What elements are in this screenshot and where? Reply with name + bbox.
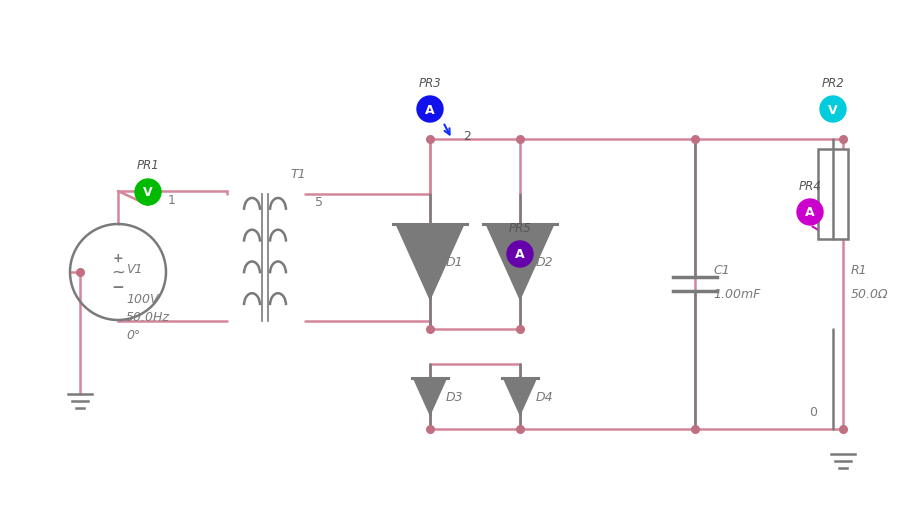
Text: D4: D4 [536, 390, 554, 403]
Text: PR1: PR1 [137, 159, 160, 172]
Text: D1: D1 [446, 256, 464, 268]
Polygon shape [396, 224, 464, 300]
Circle shape [820, 97, 846, 123]
Text: A: A [425, 103, 435, 116]
Text: 0: 0 [809, 405, 817, 418]
Text: 1.00mF: 1.00mF [713, 288, 760, 301]
Text: R1: R1 [851, 263, 868, 276]
Text: A: A [805, 206, 815, 219]
Text: T1: T1 [290, 168, 306, 181]
Text: −: − [112, 279, 124, 294]
Polygon shape [504, 379, 536, 415]
Text: D3: D3 [446, 390, 464, 403]
Text: PR2: PR2 [822, 77, 845, 90]
Text: 1: 1 [168, 193, 176, 206]
Polygon shape [486, 224, 554, 300]
Text: V: V [828, 103, 838, 116]
Text: PR4: PR4 [799, 180, 822, 192]
Circle shape [507, 242, 533, 267]
Circle shape [135, 180, 161, 206]
Text: PR3: PR3 [419, 77, 442, 90]
Text: V1: V1 [126, 263, 142, 275]
Text: PR5: PR5 [509, 221, 532, 235]
Text: 100V: 100V [126, 293, 159, 305]
Bar [818, 150, 848, 240]
Text: 0°: 0° [126, 328, 140, 342]
Circle shape [417, 97, 443, 123]
Text: ~: ~ [111, 264, 125, 281]
Text: 5: 5 [315, 196, 323, 209]
Text: D2: D2 [536, 256, 554, 268]
Text: 50.0Hz: 50.0Hz [126, 310, 170, 323]
Text: 50.0Ω: 50.0Ω [851, 288, 889, 301]
Text: +: + [113, 251, 123, 265]
Text: 2: 2 [463, 130, 471, 143]
Polygon shape [414, 379, 446, 415]
Text: V: V [143, 186, 152, 199]
Text: C1: C1 [713, 263, 730, 276]
Circle shape [797, 200, 823, 225]
Text: A: A [515, 248, 525, 261]
